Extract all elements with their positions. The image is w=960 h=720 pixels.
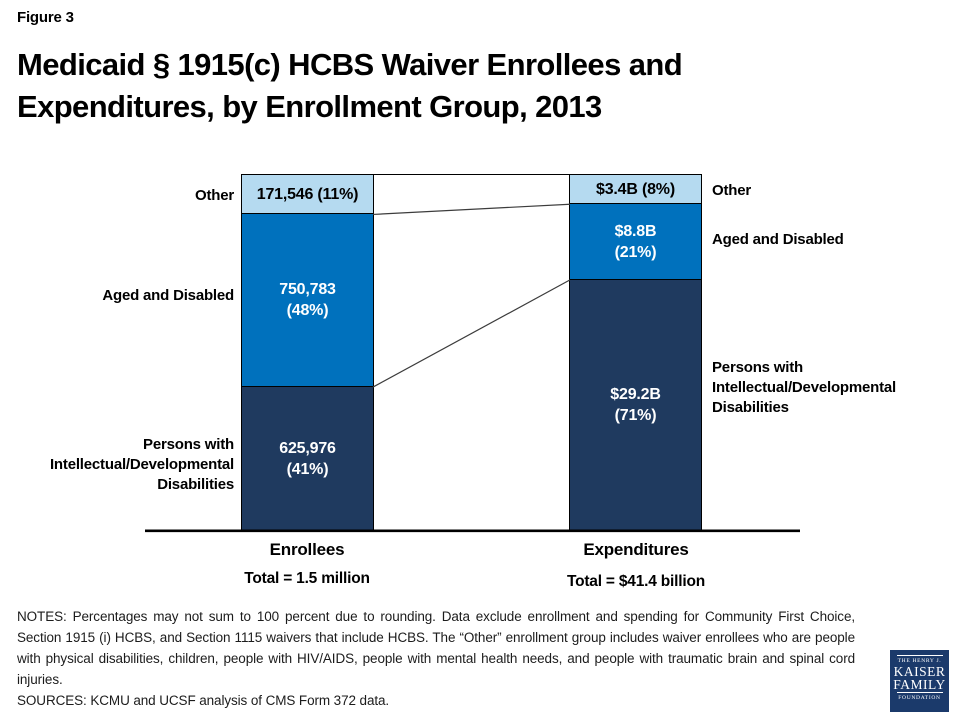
- sources-text: SOURCES: KCMU and UCSF analysis of CMS F…: [17, 693, 390, 708]
- segment-expenditures-2: $29.2B (71%): [570, 279, 701, 531]
- right-label-aged-and-disabled: Aged and Disabled: [712, 231, 844, 248]
- segment-value-label: 625,976: [279, 440, 336, 458]
- figure-label: Figure 3: [17, 9, 74, 26]
- expenditures-bar: $3.4B (8%) $8.8B (21%) $29.2B (71%): [569, 174, 702, 532]
- title-line-2: Expenditures, by Enrollment Group, 2013: [17, 89, 602, 124]
- segment-value-label: (48%): [286, 302, 329, 320]
- logo-rule-bottom: [896, 692, 943, 693]
- connector-line-aged-idd: [372, 279, 571, 388]
- segment-value-label: (21%): [614, 243, 657, 261]
- left-label-idd: Persons with Intellectual/Developmental …: [49, 436, 234, 493]
- logo-line-family: FAMILY: [893, 677, 946, 692]
- notes-text: NOTES: Percentages may not sum to 100 pe…: [17, 609, 855, 687]
- segment-expenditures-0: $3.4B (8%): [570, 175, 701, 205]
- right-label-other: Other: [712, 182, 752, 199]
- left-label-aged-and-disabled: Aged and Disabled: [102, 287, 234, 304]
- connector-line-other-aged: [372, 203, 571, 216]
- logo-line-henry-j: THE HENRY J.: [897, 658, 942, 664]
- segment-value-label: $3.4B (8%): [596, 180, 675, 198]
- segment-value-label: (71%): [614, 407, 657, 425]
- segment-value-label: 750,783: [279, 281, 336, 299]
- footnotes: NOTES: Percentages may not sum to 100 pe…: [17, 606, 855, 711]
- segment-expenditures-1: $8.8B (21%): [570, 204, 701, 280]
- total-label-enrollees: Total = 1.5 million: [244, 570, 370, 587]
- logo-line-kaiser: KAISER: [893, 664, 946, 679]
- category-label-enrollees: Enrollees: [269, 540, 345, 559]
- segment-value-label: (41%): [286, 461, 329, 479]
- enrollees-bar: 171,546 (11%) 750,783 (48%) 625,976 (41%): [241, 174, 374, 532]
- segment-enrollees-0: 171,546 (11%): [242, 175, 373, 215]
- segment-value-label: $29.2B: [610, 386, 661, 404]
- right-label-idd: Persons with Intellectual/Developmental …: [712, 359, 897, 416]
- segment-value-label: 171,546 (11%): [256, 185, 359, 203]
- category-label-expenditures: Expenditures: [583, 540, 689, 559]
- logo-rule-top: [896, 655, 943, 656]
- left-label-other: Other: [194, 187, 234, 204]
- page-title: Medicaid § 1915(c) HCBS Waiver Enrollees…: [17, 44, 797, 128]
- total-label-expenditures: Total = $41.4 billion: [566, 573, 706, 590]
- title-line-1: Medicaid § 1915(c) HCBS Waiver Enrollees…: [17, 47, 683, 82]
- segment-enrollees-2: 625,976 (41%): [242, 387, 373, 531]
- logo-line-foundation: FOUNDATION: [898, 695, 941, 701]
- segment-value-label: $8.8B: [614, 222, 657, 240]
- kaiser-family-foundation-logo: THE HENRY J. KAISER FAMILY FOUNDATION: [890, 650, 949, 712]
- segment-enrollees-1: 750,783 (48%): [242, 214, 373, 388]
